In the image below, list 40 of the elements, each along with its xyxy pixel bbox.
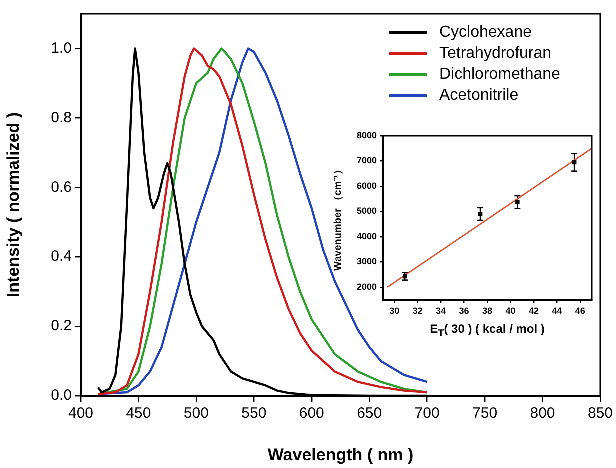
y-axis-title: Intensity ( normalized ) xyxy=(4,112,23,298)
y-tick-label: 0.2 xyxy=(51,318,72,335)
y-tick-label: 1.0 xyxy=(51,40,72,57)
y-tick-label: 0.6 xyxy=(51,178,72,196)
y-tick-label: 2000 xyxy=(356,282,377,292)
x-tick-label: 650 xyxy=(357,405,382,422)
x-tick-label: 550 xyxy=(242,405,267,422)
y-tick-label: 0.8 xyxy=(51,109,72,126)
x-tick-label: 600 xyxy=(299,405,324,422)
legend-label: Acetonitrile xyxy=(439,86,519,106)
y-tick-label: 8000 xyxy=(356,130,377,140)
x-tick-label: 42 xyxy=(528,306,539,316)
y-axis-title: Wavenumber （cm⁻¹） xyxy=(332,165,344,271)
y-tick-label: 6000 xyxy=(356,180,377,191)
legend-label: Cyclohexane xyxy=(439,23,532,43)
legend-label: Tetrahydrofuran xyxy=(439,44,552,64)
x-tick-label: 400 xyxy=(68,405,94,422)
x-tick-label: 500 xyxy=(184,405,209,422)
y-tick-label: 3000 xyxy=(356,256,377,267)
y-tick-label: 0.0 xyxy=(51,387,72,404)
x-axis-title: Wavelength ( nm ) xyxy=(268,445,414,464)
x-tick-label: 38 xyxy=(482,306,493,316)
x-tick-label: 32 xyxy=(412,306,423,316)
y-tick-label: 5000 xyxy=(356,206,377,216)
x-tick-label: 44 xyxy=(552,306,562,316)
x-tick-label: 40 xyxy=(506,306,516,316)
x-tick-label: 850 xyxy=(588,405,613,422)
x-tick-label: 750 xyxy=(472,405,498,422)
x-tick-label: 450 xyxy=(126,405,152,422)
y-tick-label: 7000 xyxy=(356,156,377,166)
x-tick-label: 700 xyxy=(414,405,440,422)
x-tick-label: 34 xyxy=(436,306,446,316)
x-tick-label: 36 xyxy=(459,306,470,316)
y-tick-label: 0.4 xyxy=(51,248,72,266)
legend-label: Dichloromethane xyxy=(439,65,560,85)
y-tick-label: 4000 xyxy=(356,231,377,242)
x-tick-label: 30 xyxy=(390,306,400,316)
x-axis-title: E$_{T}$( 30 ) ( kcal / mol ) xyxy=(429,322,546,340)
x-tick-label: 46 xyxy=(575,306,586,316)
x-tick-label: 800 xyxy=(530,405,556,422)
